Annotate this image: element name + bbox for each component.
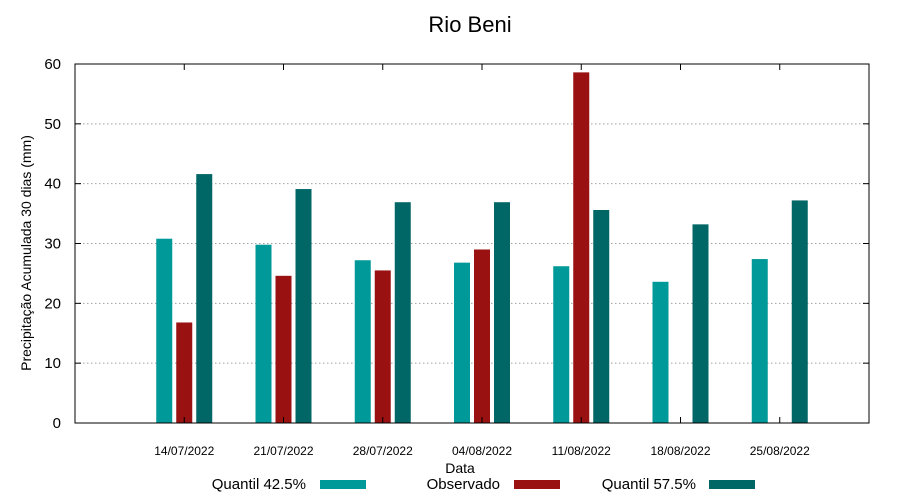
x-tick-label: 25/08/2022 — [750, 444, 810, 458]
bar — [354, 260, 371, 423]
bar — [454, 262, 470, 423]
bar — [196, 174, 213, 423]
legend-label: Observado — [427, 476, 500, 493]
grid — [75, 123, 869, 364]
bar — [156, 238, 173, 423]
y-axis-ticks: 0 10 20 30 40 50 60 — [44, 56, 869, 432]
bar — [652, 281, 669, 423]
bar — [593, 209, 610, 423]
x-tick-label: 28/07/2022 — [353, 444, 413, 458]
bar — [791, 200, 808, 423]
y-tick-label: 40 — [44, 176, 61, 193]
x-axis-label: Data — [445, 460, 475, 476]
bar — [751, 259, 768, 423]
y-tick-label: 50 — [44, 116, 61, 133]
bar — [275, 275, 292, 423]
x-tick-label: 04/08/2022 — [452, 444, 512, 458]
bar — [295, 189, 312, 423]
legend-swatch — [709, 480, 755, 489]
bar — [692, 224, 709, 423]
legend-swatch — [514, 480, 560, 489]
y-tick-label: 20 — [44, 295, 61, 312]
y-axis-label: Precipitação Acumulada 30 dias (mm) — [18, 135, 34, 371]
y-tick-label: 0 — [53, 415, 61, 432]
x-tick-label: 18/08/2022 — [650, 444, 710, 458]
legend: Quantil 42.5% Observado Quantil 57.5% — [212, 476, 755, 493]
x-tick-label: 21/07/2022 — [253, 444, 313, 458]
chart-title: Rio Beni — [428, 12, 511, 37]
x-tick-label: 11/08/2022 — [552, 444, 611, 458]
bar — [255, 244, 272, 423]
y-tick-label: 10 — [44, 355, 61, 372]
y-tick-label: 60 — [44, 56, 61, 73]
bar — [553, 266, 570, 423]
bar — [176, 322, 193, 423]
bar — [494, 202, 510, 423]
bar — [394, 202, 411, 423]
y-tick-label: 30 — [44, 236, 61, 253]
legend-label: Quantil 57.5% — [602, 476, 696, 493]
bars — [156, 72, 808, 424]
legend-label: Quantil 42.5% — [212, 476, 306, 493]
bar — [573, 72, 590, 424]
x-axis-ticks: 14/07/2022 21/07/2022 28/07/2022 04/08/2022… — [154, 64, 810, 458]
x-tick-label: 14/07/2022 — [154, 444, 214, 458]
legend-swatch — [320, 480, 366, 489]
bar — [474, 249, 490, 423]
bar — [374, 270, 391, 423]
